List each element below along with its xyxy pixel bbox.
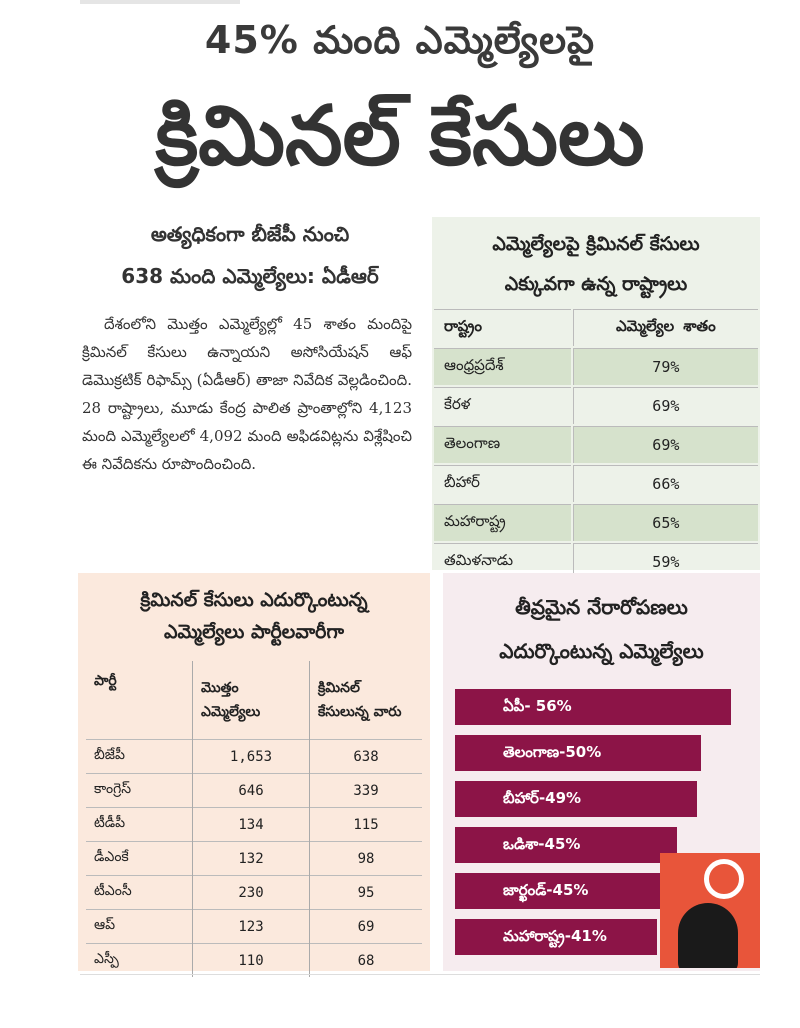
table-row: తమిళనాడు 59%: [434, 543, 758, 580]
state-name: ఆంధ్రప్రదేశ్: [434, 348, 571, 385]
states-box: ఎమ్మెల్యేలపై క్రిమినల్ కేసులు ఎక్కువగా ఉ…: [432, 217, 760, 580]
party-criminal: 339: [309, 773, 422, 808]
party-name: టీఎంసీ: [86, 875, 193, 910]
state-name: మహారాష్ట్ర: [434, 504, 571, 541]
states-heading-line1: ఎమ్మెల్యేలపై క్రిమినల్ కేసులు: [492, 233, 700, 255]
chart-bar-label: తెలంగాణ-50%: [503, 743, 602, 761]
handcuff-prisoner-illustration: [660, 853, 760, 968]
crimes-box: తీవ్రమైన నేరారోపణలు ఎదుర్కొంటున్న ఎమ్మెల…: [443, 573, 760, 971]
table-row: బీహార్ 66%: [434, 465, 758, 502]
state-percent: 69%: [572, 426, 758, 463]
table-row: కాంగ్రెస్ 646 339: [86, 773, 422, 808]
headline-line1: 45% మంది ఎమ్మెల్యేలపై: [204, 18, 596, 62]
state-percent: 79%: [572, 348, 758, 385]
state-percent: 59%: [572, 543, 758, 580]
handcuff-icon: [704, 859, 744, 899]
party-criminal: 98: [309, 841, 422, 876]
top-rule: [80, 0, 240, 4]
col-state-header: రాష్ట్రం: [434, 309, 571, 346]
party-table-header: పార్టీ మొత్తం ఎమ్మెల్యేలు క్రిమినల్ కేసు…: [86, 661, 422, 740]
party-total: 110: [192, 943, 310, 977]
table-row: తెలంగాణ 69%: [434, 426, 758, 463]
col-total-header: మొత్తం ఎమ్మెల్యేలు: [192, 661, 310, 740]
col-percent-header: ఎమ్మెల్యేల శాతం: [572, 309, 758, 346]
table-row: టీఎంసీ 230 95: [86, 875, 422, 910]
party-name: టీడీపీ: [86, 807, 193, 842]
bottom-rule: [80, 974, 760, 975]
party-criminal: 69: [309, 909, 422, 944]
chart-bar-label: బీహార్-49%: [503, 789, 582, 807]
crimes-heading-line1: తీవ్రమైన నేరారోపణలు: [515, 595, 688, 619]
chart-bar-label: ఏపీ- 56%: [503, 697, 572, 715]
col-party-header: పార్టీ: [94, 673, 117, 689]
table-row: మహారాష్ట్ర 65%: [434, 504, 758, 541]
party-name: ఎస్పీ: [86, 943, 193, 977]
col-criminal-header: క్రిమినల్ కేసులున్న వారు: [309, 661, 422, 740]
state-name: బీహార్: [434, 465, 571, 502]
prisoner-silhouette-icon: [678, 903, 738, 968]
party-total: 646: [192, 773, 310, 808]
table-row: ఎస్పీ 110 68: [86, 943, 422, 977]
crimes-heading-line2: ఎదుర్కొంటున్న ఎమ్మెల్యేలు: [499, 639, 704, 663]
party-heading-line1: క్రిమినల్ కేసులు ఎదుర్కొంటున్న: [140, 589, 368, 611]
chart-bar-label: జార్ఖండ్-45%: [503, 881, 589, 899]
headline-line2: క్రిమినల్ కేసులు: [155, 89, 645, 184]
chart-bar: ఏపీ- 56%: [455, 689, 731, 725]
party-criminal: 638: [309, 739, 422, 774]
chart-bar: తెలంగాణ-50%: [455, 735, 701, 771]
article-body: దేశంలోని మొత్తం ఎమ్మెల్యేల్లో 45 శాతం మం…: [82, 315, 412, 473]
table-row: డీఎంకే 132 98: [86, 841, 422, 876]
party-box: క్రిమినల్ కేసులు ఎదుర్కొంటున్న ఎమ్మెల్యే…: [78, 573, 430, 977]
states-table: రాష్ట్రం ఎమ్మెల్యేల శాతం ఆంధ్రప్రదేశ్ 79…: [432, 307, 760, 582]
chart-bar: బీహార్-49%: [455, 781, 697, 817]
chart-bar: ఒడిశా-45%: [455, 827, 677, 863]
party-total: 230: [192, 875, 310, 910]
party-total: 123: [192, 909, 310, 944]
article-heading-line2: 638 మంది ఎమ్మెల్యేలు: ఏడీఆర్: [121, 264, 379, 288]
party-total: 134: [192, 807, 310, 842]
chart-bar-label: ఒడిశా-45%: [503, 835, 581, 853]
article-heading-line1: అత్యధికంగా బీజేపీ నుంచి: [150, 222, 350, 246]
state-percent: 65%: [572, 504, 758, 541]
states-table-header: రాష్ట్రం ఎమ్మెల్యేల శాతం: [434, 309, 758, 346]
table-row: బీజేపీ 1,653 638: [86, 739, 422, 774]
party-criminal: 115: [309, 807, 422, 842]
state-name: తెలంగాణ: [434, 426, 571, 463]
table-row: ఆంధ్రప్రదేశ్ 79%: [434, 348, 758, 385]
state-name: కేరళ: [434, 387, 571, 424]
party-name: డీఎంకే: [86, 841, 193, 876]
party-heading-line2: ఎమ్మెల్యేలు పార్టీలవారీగా: [164, 621, 344, 643]
party-name: ఆప్: [86, 909, 193, 944]
table-row: ఆప్ 123 69: [86, 909, 422, 944]
table-row: టీడీపీ 134 115: [86, 807, 422, 842]
table-row: కేరళ 69%: [434, 387, 758, 424]
party-criminal: 95: [309, 875, 422, 910]
party-name: బీజేపీ: [86, 739, 193, 774]
party-table: పార్టీ మొత్తం ఎమ్మెల్యేలు క్రిమినల్ కేసు…: [86, 661, 422, 977]
chart-bar: మహారాష్ట్ర-41%: [455, 919, 657, 955]
party-total: 1,653: [192, 739, 310, 774]
party-criminal: 68: [309, 943, 422, 977]
state-name: తమిళనాడు: [434, 543, 571, 580]
chart-bar: జార్ఖండ్-45%: [455, 873, 677, 909]
state-percent: 66%: [572, 465, 758, 502]
state-percent: 69%: [572, 387, 758, 424]
states-heading-line2: ఎక్కువగా ఉన్న రాష్ట్రాలు: [504, 273, 688, 295]
chart-bar-label: మహారాష్ట్ర-41%: [503, 927, 607, 945]
party-total: 132: [192, 841, 310, 876]
party-name: కాంగ్రెస్: [86, 773, 193, 808]
